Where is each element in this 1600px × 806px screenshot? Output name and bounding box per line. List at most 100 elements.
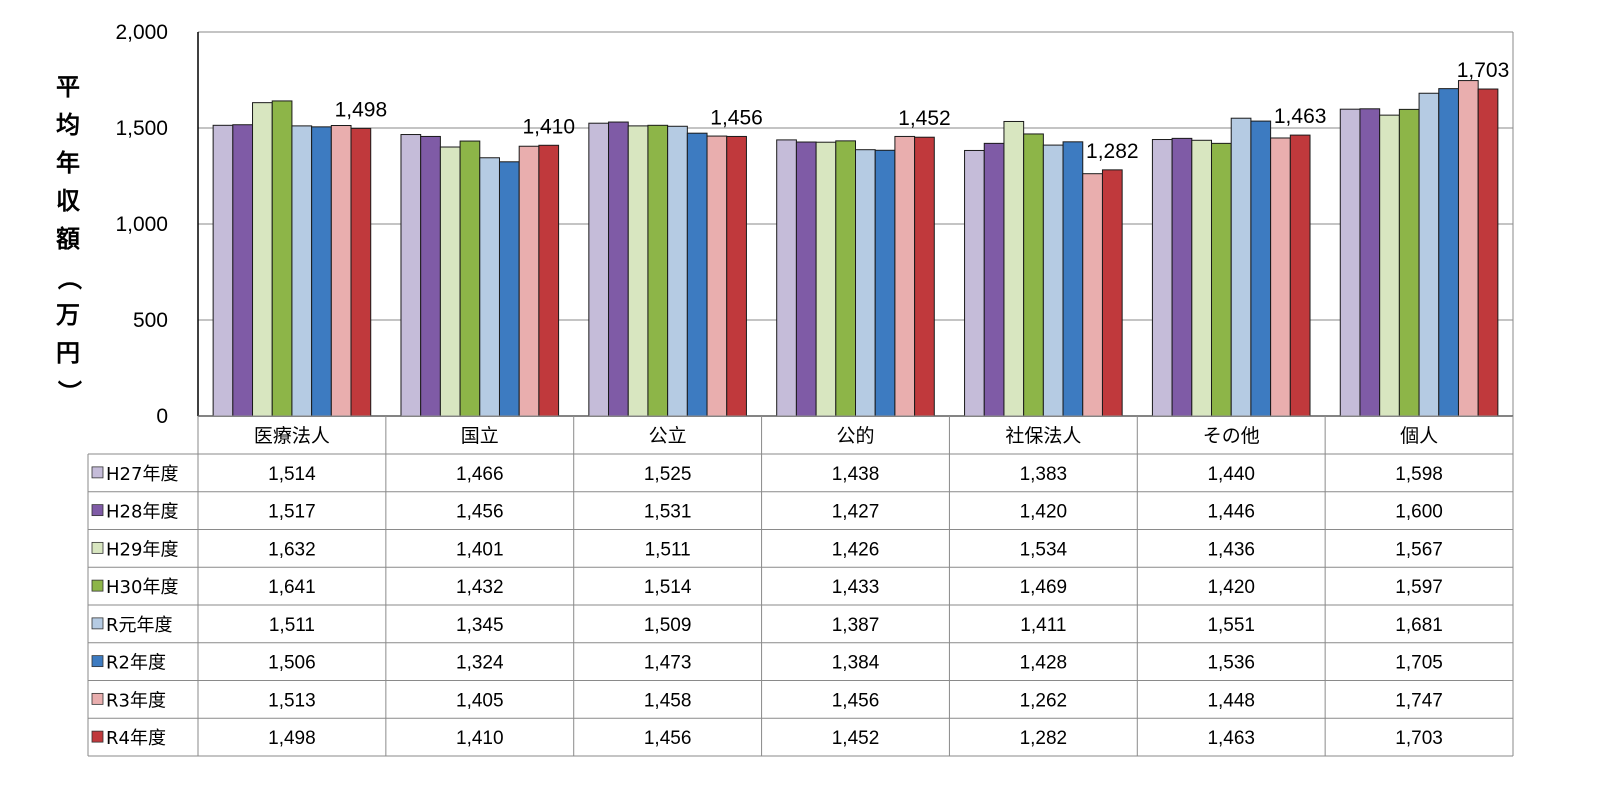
table-cell: 1,440	[1207, 464, 1255, 485]
bar	[350, 127, 372, 417]
table-cell: 1,509	[644, 615, 692, 636]
bar	[627, 125, 649, 417]
bar	[894, 135, 916, 417]
y-axis-label-char: 円	[56, 339, 80, 367]
y-tick-label: 1,000	[115, 213, 168, 236]
table-cell: 1,600	[1395, 502, 1443, 523]
table-cell: 1,436	[1207, 539, 1255, 560]
bar	[459, 140, 481, 417]
table-cell: 1,534	[1020, 539, 1068, 560]
table-cell: 1,420	[1207, 577, 1255, 598]
bar	[647, 124, 669, 417]
table-cell: 1,427	[832, 502, 880, 523]
table-cell: 1,498	[268, 728, 316, 749]
bar	[1191, 139, 1213, 417]
data-label: 1,456	[710, 106, 763, 129]
bar	[1171, 137, 1193, 417]
table-cell: 1,405	[456, 690, 504, 711]
y-axis-label-char: 万	[56, 301, 80, 329]
bar	[252, 102, 273, 417]
bar	[1230, 117, 1252, 417]
y-tick-label: 500	[133, 309, 168, 332]
series-name: R4年度	[106, 728, 166, 749]
y-axis-label-char: 収	[56, 187, 81, 215]
legend-swatch	[91, 541, 104, 554]
bar	[855, 149, 876, 417]
bar	[1339, 108, 1361, 417]
series-name: R元年度	[106, 615, 173, 636]
bar	[964, 149, 985, 417]
table-cell: 1,282	[1020, 728, 1068, 749]
category-header: 医療法人	[254, 425, 330, 447]
bar	[212, 124, 234, 417]
bar	[815, 141, 837, 417]
data-label: 1,410	[522, 115, 575, 138]
table-cell: 1,428	[1020, 653, 1068, 674]
bar	[776, 139, 797, 417]
y-tick-label: 2,000	[115, 21, 168, 44]
legend-swatch	[91, 692, 104, 705]
table-cell: 1,401	[456, 539, 504, 560]
table-cell: 1,432	[456, 577, 504, 598]
bar	[983, 142, 1005, 417]
table-cell: 1,433	[832, 577, 880, 598]
series-name: R3年度	[106, 690, 166, 711]
series-name: H27年度	[106, 464, 178, 485]
legend-swatch	[91, 730, 104, 743]
table-cell: 1,410	[456, 728, 504, 749]
bar	[1418, 92, 1440, 417]
bar	[1379, 114, 1400, 417]
table-cell: 1,511	[269, 615, 315, 636]
y-axis-label-char: ）	[55, 380, 83, 404]
bar	[1003, 120, 1025, 417]
table-cell: 1,525	[644, 464, 692, 485]
table-cell: 1,705	[1395, 653, 1443, 674]
bar	[232, 124, 254, 417]
table-cell: 1,531	[644, 502, 692, 523]
table-cell: 1,567	[1395, 539, 1443, 560]
table-cell: 1,452	[832, 728, 880, 749]
bar	[518, 145, 540, 417]
bar	[1151, 139, 1173, 417]
bar	[1101, 169, 1123, 417]
data-label: 1,452	[898, 107, 951, 130]
table-cell: 1,469	[1020, 577, 1068, 598]
bar	[330, 125, 352, 417]
table-cell: 1,598	[1395, 464, 1443, 485]
bar	[706, 135, 728, 417]
table-cell: 1,420	[1020, 502, 1068, 523]
bar	[1250, 120, 1272, 417]
table-cell: 1,384	[832, 653, 880, 674]
table-cell: 1,345	[456, 615, 504, 636]
table-cell: 1,446	[1207, 502, 1255, 523]
data-label: 1,703	[1457, 59, 1510, 82]
table-cell: 1,597	[1395, 577, 1443, 598]
series-name: H28年度	[106, 502, 178, 523]
bar	[1359, 108, 1381, 417]
bar	[479, 157, 500, 417]
bar	[1082, 173, 1103, 417]
category-header: 社保法人	[1005, 425, 1081, 447]
category-header: 国立	[461, 425, 499, 447]
category-header: 公立	[649, 425, 687, 447]
table-cell: 1,703	[1395, 728, 1443, 749]
table-cell: 1,641	[268, 577, 316, 598]
table-cell: 1,426	[832, 539, 880, 560]
bar	[420, 135, 441, 417]
legend-swatch	[91, 617, 104, 630]
table-cell: 1,324	[456, 653, 504, 674]
y-tick-label: 1,500	[115, 117, 168, 140]
table-cell: 1,387	[832, 615, 880, 636]
category-header: 個人	[1400, 425, 1438, 447]
data-label: 1,463	[1274, 105, 1327, 128]
table-cell: 1,438	[832, 464, 880, 485]
legend-swatch	[91, 579, 104, 592]
category-header: 公的	[836, 425, 874, 447]
table-cell: 1,517	[268, 502, 316, 523]
bar	[271, 100, 293, 417]
table-cell: 1,506	[268, 653, 316, 674]
series-name: H30年度	[106, 577, 178, 598]
bar	[498, 161, 520, 417]
bar	[874, 149, 896, 417]
